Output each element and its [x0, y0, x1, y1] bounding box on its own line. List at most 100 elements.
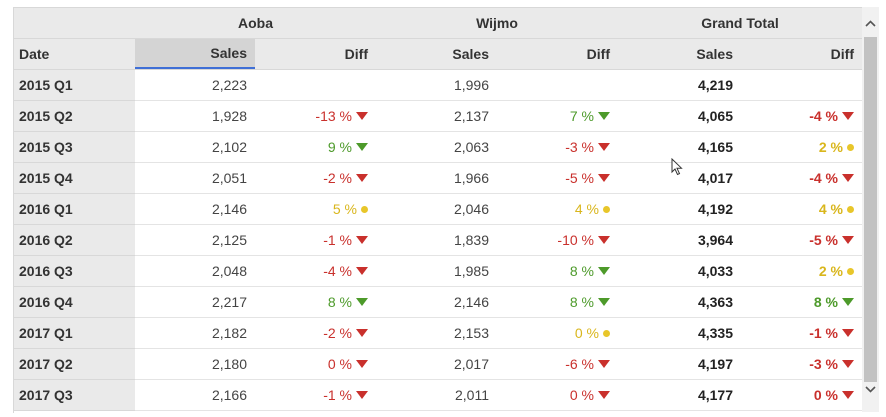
aoba-sales-cell[interactable]: 2,102 — [211, 139, 247, 155]
row-header-date[interactable]: 2015 Q1 — [14, 70, 135, 101]
table-row[interactable]: 2017 Q3 2,166 -1 % 2,011 0 % 4,177 0 % — [14, 380, 863, 411]
table-row[interactable]: 2016 Q4 2,217 8 % 2,146 8 % 4,363 8 % — [14, 287, 863, 318]
wijmo-diff-cell[interactable]: 8 % — [497, 287, 618, 317]
aoba-diff-cell[interactable]: -13 % — [255, 101, 376, 131]
pivot-grid[interactable]: Aoba Wijmo Grand Total Date Sales Diff S… — [13, 7, 863, 413]
wijmo-sales-cell[interactable]: 2,137 — [453, 108, 489, 124]
row-header-date[interactable]: 2016 Q2 — [14, 225, 135, 256]
wijmo-diff-cell[interactable]: -6 % — [497, 349, 618, 379]
wijmo-diff-cell[interactable] — [497, 70, 618, 100]
wijmo-diff-cell[interactable]: -3 % — [497, 132, 618, 162]
row-header-date[interactable]: 2015 Q4 — [14, 163, 135, 194]
wijmo-sales-cell[interactable]: 2,063 — [453, 139, 489, 155]
wijmo-sales-cell[interactable]: 2,046 — [453, 201, 489, 217]
row-header-date[interactable]: 2016 Q3 — [14, 256, 135, 287]
aoba-diff-cell[interactable]: -4 % — [255, 256, 376, 286]
column-header-date[interactable]: Date — [19, 46, 50, 62]
total-diff-cell[interactable]: -4 % — [741, 163, 862, 193]
total-diff-cell[interactable]: 8 % — [741, 287, 862, 317]
total-sales-cell[interactable]: 4,192 — [697, 201, 733, 217]
table-row[interactable]: 2015 Q1 2,223 1,996 4,219 — [14, 70, 863, 101]
aoba-sales-cell[interactable]: 2,051 — [211, 170, 247, 186]
wijmo-sales-cell[interactable]: 2,153 — [453, 325, 489, 341]
aoba-diff-cell[interactable]: 0 % — [255, 349, 376, 379]
aoba-diff-cell[interactable]: -2 % — [255, 163, 376, 193]
total-sales-cell[interactable]: 3,964 — [697, 232, 733, 248]
row-header-date[interactable]: 2016 Q1 — [14, 194, 135, 225]
column-header-aoba-sales[interactable]: Sales — [135, 39, 255, 69]
aoba-sales-cell[interactable]: 2,166 — [211, 387, 247, 403]
wijmo-sales-cell[interactable]: 1,996 — [453, 77, 489, 93]
total-sales-cell[interactable]: 4,017 — [697, 170, 733, 186]
aoba-sales-cell[interactable]: 2,223 — [211, 77, 247, 93]
total-sales-cell[interactable]: 4,197 — [697, 356, 733, 372]
row-header-date[interactable]: 2017 Q1 — [14, 318, 135, 349]
wijmo-sales-cell[interactable]: 2,146 — [453, 294, 489, 310]
total-sales-cell[interactable]: 4,033 — [697, 263, 733, 279]
aoba-diff-cell[interactable] — [255, 70, 376, 100]
vertical-scrollbar[interactable] — [862, 7, 879, 412]
total-diff-cell[interactable]: 0 % — [741, 380, 862, 410]
total-sales-cell[interactable]: 4,335 — [697, 325, 733, 341]
column-header-total-sales[interactable]: Sales — [696, 46, 733, 62]
group-header-aoba[interactable]: Aoba — [238, 15, 273, 31]
aoba-sales-cell[interactable]: 2,217 — [211, 294, 247, 310]
row-header-date[interactable]: 2015 Q3 — [14, 132, 135, 163]
aoba-sales-cell[interactable]: 2,180 — [211, 356, 247, 372]
group-header-grand-total[interactable]: Grand Total — [701, 15, 779, 31]
table-row[interactable]: 2015 Q4 2,051 -2 % 1,966 -5 % 4,017 -4 % — [14, 163, 863, 194]
table-row[interactable]: 2015 Q2 1,928 -13 % 2,137 7 % 4,065 -4 % — [14, 101, 863, 132]
total-diff-cell[interactable]: -4 % — [741, 101, 862, 131]
chevron-up-icon[interactable] — [862, 15, 879, 32]
aoba-sales-cell[interactable]: 1,928 — [211, 108, 247, 124]
total-diff-cell[interactable]: 2 % — [741, 132, 862, 162]
table-row[interactable]: 2016 Q2 2,125 -1 % 1,839 -10 % 3,964 -5 % — [14, 225, 863, 256]
table-row[interactable]: 2016 Q1 2,146 5 % 2,046 4 % 4,192 4 % — [14, 194, 863, 225]
aoba-sales-cell[interactable]: 2,182 — [211, 325, 247, 341]
wijmo-diff-cell[interactable]: -10 % — [497, 225, 618, 255]
wijmo-diff-cell[interactable]: 7 % — [497, 101, 618, 131]
aoba-sales-cell[interactable]: 2,048 — [211, 263, 247, 279]
wijmo-diff-cell[interactable]: 0 % — [497, 318, 618, 348]
total-sales-cell[interactable]: 4,363 — [697, 294, 733, 310]
aoba-sales-cell[interactable]: 2,146 — [211, 201, 247, 217]
aoba-diff-cell[interactable]: -2 % — [255, 318, 376, 348]
column-header-wijmo-diff[interactable]: Diff — [586, 46, 610, 62]
aoba-sales-cell[interactable]: 2,125 — [211, 232, 247, 248]
total-diff-cell[interactable]: -5 % — [741, 225, 862, 255]
table-row[interactable]: 2017 Q1 2,182 -2 % 2,153 0 % 4,335 -1 % — [14, 318, 863, 349]
chevron-down-icon[interactable] — [862, 381, 879, 398]
column-header-aoba-diff[interactable]: Diff — [344, 46, 368, 62]
wijmo-sales-cell[interactable]: 1,839 — [453, 232, 489, 248]
column-header-wijmo-sales[interactable]: Sales — [452, 46, 489, 62]
wijmo-sales-cell[interactable]: 1,985 — [453, 263, 489, 279]
aoba-diff-cell[interactable]: 5 % — [255, 194, 376, 224]
aoba-diff-cell[interactable]: 8 % — [255, 287, 376, 317]
total-sales-cell[interactable]: 4,177 — [697, 387, 733, 403]
row-header-date[interactable]: 2017 Q3 — [14, 380, 135, 411]
scrollbar-thumb[interactable] — [864, 37, 877, 382]
wijmo-diff-cell[interactable]: 8 % — [497, 256, 618, 286]
group-header-wijmo[interactable]: Wijmo — [476, 15, 518, 31]
total-sales-cell[interactable]: 4,219 — [697, 77, 733, 93]
wijmo-sales-cell[interactable]: 2,017 — [453, 356, 489, 372]
row-header-date[interactable]: 2017 Q2 — [14, 349, 135, 380]
total-diff-cell[interactable]: -3 % — [741, 349, 862, 379]
total-sales-cell[interactable]: 4,065 — [697, 108, 733, 124]
wijmo-sales-cell[interactable]: 2,011 — [455, 387, 489, 403]
total-sales-cell[interactable]: 4,165 — [697, 139, 733, 155]
aoba-diff-cell[interactable]: -1 % — [255, 380, 376, 410]
table-row[interactable]: 2015 Q3 2,102 9 % 2,063 -3 % 4,165 2 % — [14, 132, 863, 163]
total-diff-cell[interactable]: 4 % — [741, 194, 862, 224]
total-diff-cell[interactable] — [741, 70, 862, 100]
table-row[interactable]: 2016 Q3 2,048 -4 % 1,985 8 % 4,033 2 % — [14, 256, 863, 287]
total-diff-cell[interactable]: -1 % — [741, 318, 862, 348]
aoba-diff-cell[interactable]: -1 % — [255, 225, 376, 255]
column-header-total-diff[interactable]: Diff — [830, 46, 854, 62]
wijmo-diff-cell[interactable]: 0 % — [497, 380, 618, 410]
row-header-date[interactable]: 2015 Q2 — [14, 101, 135, 132]
wijmo-sales-cell[interactable]: 1,966 — [453, 170, 489, 186]
aoba-diff-cell[interactable]: 9 % — [255, 132, 376, 162]
row-header-date[interactable]: 2016 Q4 — [14, 287, 135, 318]
table-row[interactable]: 2017 Q2 2,180 0 % 2,017 -6 % 4,197 -3 % — [14, 349, 863, 380]
